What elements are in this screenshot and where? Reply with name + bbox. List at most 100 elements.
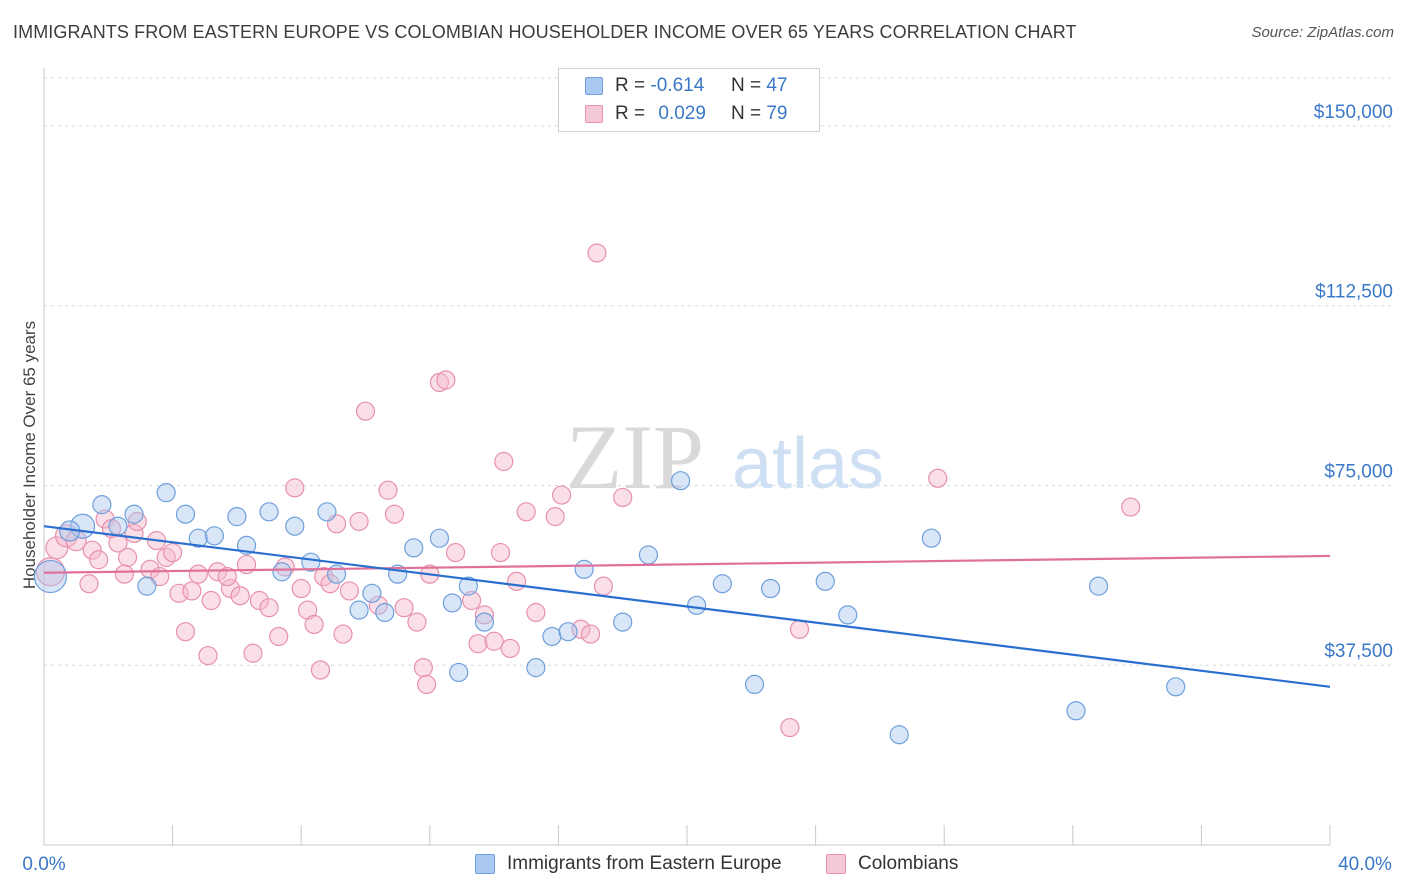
legend-n-label: N =	[730, 75, 762, 96]
colombians-point	[304, 614, 324, 635]
y-tick-label: $75,000	[1324, 461, 1393, 482]
eastern-europe-point	[204, 526, 224, 546]
colombians-point	[355, 401, 376, 421]
colombians-point	[140, 559, 160, 579]
colombians-point	[587, 243, 607, 263]
legend-n-value: 79	[766, 103, 788, 124]
tick-labels: $37,500 $75,000 $112,500 $150,000 0.0% 40.0%	[22, 102, 1393, 875]
bottom-legend-label: Colombians	[858, 853, 959, 874]
y-tick-label: $112,500	[1315, 282, 1393, 303]
colombians-point	[310, 660, 331, 680]
colombians-point	[500, 638, 520, 659]
colombians-point	[175, 622, 196, 642]
colombians-point	[249, 590, 270, 611]
legend-r-label: R =	[615, 75, 646, 96]
colombians-point	[298, 600, 318, 620]
x-tick-label-max: 40.0%	[1338, 854, 1392, 875]
colombians-point	[461, 590, 482, 611]
x-tick-label-min: 0.0%	[22, 854, 65, 875]
pink-swatch-icon	[585, 105, 603, 123]
correlation-legend: R = -0.614 N = 47 R = 0.029 N = 79	[558, 68, 820, 132]
colombians-point	[188, 564, 208, 584]
colombians-point	[613, 487, 633, 508]
eastern-europe-point	[227, 507, 247, 527]
eastern-europe-point	[542, 626, 562, 647]
eastern-europe-point	[442, 593, 462, 613]
colombians-point	[79, 574, 99, 594]
colombians-point	[333, 624, 353, 644]
eastern-europe-point	[108, 516, 128, 536]
eastern-europe-point	[404, 538, 424, 558]
eastern-europe-point	[301, 552, 321, 572]
blue-swatch-icon	[585, 77, 603, 95]
colombians-point	[516, 502, 536, 522]
colombians-point	[789, 619, 810, 639]
colombians-point	[445, 542, 466, 563]
bottom-legend-label: Immigrants from Eastern Europe	[507, 853, 782, 874]
colombians-point	[82, 540, 102, 560]
colombians-point	[407, 612, 427, 632]
colombians-point	[507, 571, 527, 591]
eastern-europe-point	[760, 578, 781, 599]
colombians-point	[259, 598, 279, 618]
colombians-point	[291, 578, 311, 599]
colombians-point	[208, 562, 228, 582]
colombians-point	[220, 578, 241, 599]
colombians-point	[45, 536, 69, 560]
eastern-europe-point	[474, 612, 495, 632]
colombians-point	[339, 581, 360, 601]
colombians-point	[368, 595, 388, 615]
eastern-europe-point	[175, 504, 196, 524]
eastern-europe-point	[670, 471, 691, 491]
eastern-europe-point	[272, 562, 292, 582]
colombians-point	[384, 504, 405, 524]
eastern-europe-point	[375, 602, 395, 623]
colombians-point	[416, 674, 437, 695]
eastern-europe-point	[921, 528, 941, 548]
eastern-europe-point	[1166, 677, 1186, 697]
colombians-point	[117, 547, 138, 567]
colombians-point	[114, 564, 134, 584]
watermark-zip: ZIP	[566, 406, 704, 508]
eastern-europe-point	[124, 504, 144, 524]
eastern-europe-trend-line	[43, 525, 1331, 688]
colombians-point	[230, 586, 250, 606]
eastern-europe-point	[429, 528, 450, 548]
legend-row-colombians: R = 0.029 N = 79	[585, 102, 787, 126]
legend-n-label: N =	[730, 103, 762, 124]
watermark: ZIP atlas	[566, 406, 884, 508]
legend-r-label: R =	[615, 103, 646, 124]
colombians-point	[545, 507, 565, 527]
bottom-legend-colombians: Colombians	[826, 852, 958, 876]
legend-row-eastern-europe: R = -0.614 N = 47	[585, 74, 787, 98]
colombians-point	[378, 480, 398, 500]
colombians-point	[269, 626, 289, 647]
colombians-point	[580, 624, 601, 644]
eastern-europe-point	[137, 576, 157, 596]
eastern-europe-point	[349, 600, 369, 620]
eastern-europe-point	[889, 725, 909, 745]
eastern-europe-points	[33, 471, 1186, 745]
watermark-atlas: atlas	[732, 424, 884, 504]
eastern-europe-point	[92, 495, 112, 515]
colombians-point	[1121, 497, 1141, 517]
colombians-point	[182, 581, 202, 601]
colombians-point	[201, 590, 221, 611]
colombians-point	[163, 542, 183, 563]
eastern-europe-point	[558, 622, 578, 642]
colombians-point	[394, 598, 414, 618]
y-tick-label: $150,000	[1314, 102, 1393, 123]
trend-lines	[43, 525, 1331, 688]
grid-lines	[44, 77, 1395, 666]
colombians-point	[552, 485, 572, 505]
eastern-europe-point	[638, 545, 659, 565]
eastern-europe-point	[613, 612, 633, 632]
legend-r-value: 0.029	[658, 103, 706, 124]
eastern-europe-point	[526, 658, 546, 678]
legend-n-value: 47	[766, 75, 788, 96]
y-tick-label: $37,500	[1324, 641, 1393, 662]
colombians-point	[217, 566, 237, 587]
colombians-point	[490, 542, 511, 563]
bottom-legend-eastern-europe: Immigrants from Eastern Europe	[475, 852, 782, 876]
eastern-europe-point	[33, 559, 68, 594]
